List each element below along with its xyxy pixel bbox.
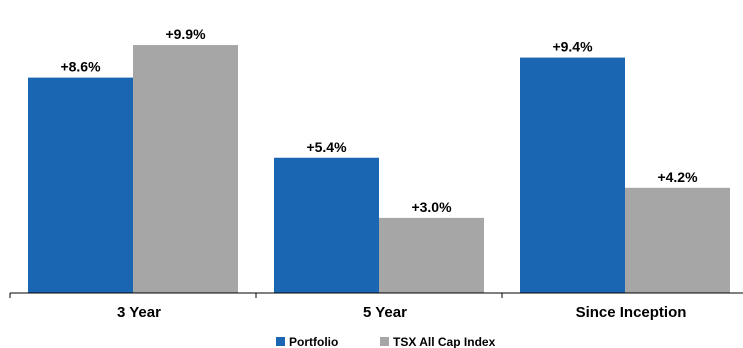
- legend-label-tsx-all-cap-index: TSX All Cap Index: [393, 335, 496, 348]
- legend-swatch-tsx-all-cap-index: [380, 337, 389, 346]
- bar-portfolio-3-year: [28, 77, 133, 294]
- value-label-portfolio-since-inception: +9.4%: [552, 39, 593, 55]
- bar-tsx-all-cap-index-since-inception: [625, 187, 730, 293]
- category-labels-layer: 3 Year 5 Year Since Inception: [117, 304, 686, 321]
- value-label-tsx-all-cap-index-5-year: +3.0%: [411, 199, 452, 215]
- legend: Portfolio TSX All Cap Index: [276, 335, 496, 348]
- value-labels-layer: +8.6% +9.9% +5.4% +3.0% +9.4% +4.2%: [60, 26, 698, 215]
- value-label-tsx-all-cap-index-since-inception: +4.2%: [657, 169, 698, 185]
- legend-swatch-portfolio: [276, 337, 285, 346]
- legend-label-portfolio: Portfolio: [289, 335, 338, 348]
- value-label-portfolio-3-year: +8.6%: [60, 59, 101, 75]
- bars-layer: [28, 45, 730, 294]
- x-axis-ticks: [9, 293, 503, 298]
- bar-tsx-all-cap-index-5-year: [379, 217, 484, 293]
- category-label-3-year: 3 Year: [117, 304, 161, 321]
- value-label-portfolio-5-year: +5.4%: [306, 139, 347, 155]
- bar-portfolio-since-inception: [520, 57, 625, 294]
- category-label-since-inception: Since Inception: [576, 304, 687, 321]
- bar-portfolio-5-year: [274, 157, 379, 293]
- category-label-5-year: 5 Year: [363, 304, 407, 321]
- bar-tsx-all-cap-index-3-year: [133, 45, 238, 294]
- value-label-tsx-all-cap-index-3-year: +9.9%: [165, 26, 206, 42]
